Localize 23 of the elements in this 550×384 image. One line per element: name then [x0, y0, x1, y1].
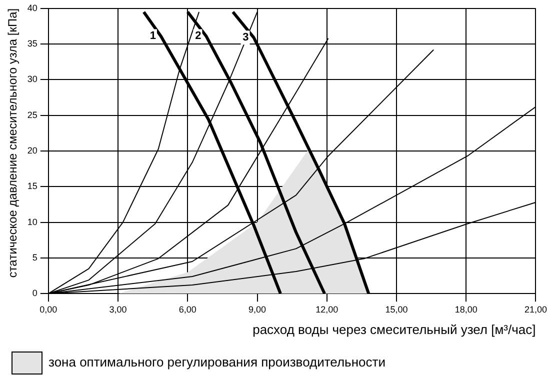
legend-label: зона оптимального регулирования производительности	[48, 354, 386, 370]
y-axis-title: статическое давление смесительного узла [кПа]	[6, 8, 20, 278]
x-tick-label: 21,00	[524, 304, 548, 314]
x-tick-label: 6,00	[178, 304, 196, 314]
y-tick-label: 20	[27, 145, 38, 156]
x-tick-label: 9,00	[248, 304, 266, 314]
series-label: 3	[242, 32, 249, 44]
y-tick-label: 30	[27, 74, 38, 84]
y-tick-label: 0	[32, 288, 38, 298]
x-tick-label: 12,00	[316, 304, 338, 314]
x-tick-label: 0,00	[40, 304, 58, 314]
y-tick-label: 5	[32, 252, 38, 262]
x-tick-label: 15,00	[385, 304, 408, 314]
x-tick-label: 18,00	[454, 304, 478, 314]
y-tick-label: 15	[27, 181, 38, 192]
y-tick-label: 35	[27, 38, 38, 49]
x-tick-label: 3,00	[109, 304, 127, 314]
y-tick-label: 40	[27, 2, 38, 13]
series-label: 2	[195, 30, 202, 42]
y-tick-label: 10	[27, 216, 38, 227]
y-tick-label: 25	[27, 110, 38, 120]
series-label: 1	[150, 30, 156, 42]
x-axis-title: расход воды через смесительный узел [м³/час]	[252, 322, 536, 337]
